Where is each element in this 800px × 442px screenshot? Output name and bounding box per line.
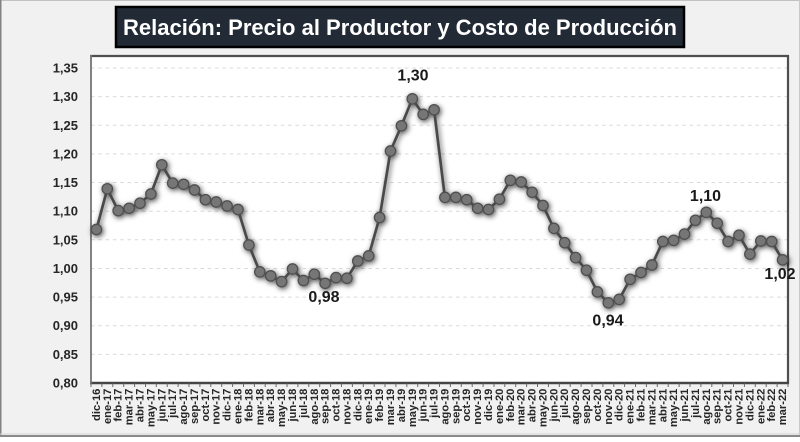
svg-text:1,35: 1,35 [53,61,78,76]
svg-text:ene-20: ene-20 [494,389,506,424]
svg-text:ene-21: ene-21 [625,389,637,424]
svg-text:may-20: may-20 [538,389,550,428]
svg-text:abr-19: abr-19 [396,389,408,423]
svg-text:ene-19: ene-19 [363,389,375,424]
svg-text:mar-17: mar-17 [124,389,136,426]
svg-text:dic-18: dic-18 [352,389,364,421]
svg-text:Relación: Precio al Productor: Relación: Precio al Productor y Costo de… [123,15,677,40]
svg-text:jun-19: jun-19 [418,389,430,423]
svg-text:nov-21: nov-21 [734,389,746,425]
svg-text:sep-19: sep-19 [450,389,462,424]
svg-text:feb-22: feb-22 [766,389,778,422]
svg-text:nov-18: nov-18 [341,389,353,425]
svg-text:1,25: 1,25 [53,118,78,133]
svg-text:1,10: 1,10 [690,188,721,205]
svg-text:1,05: 1,05 [53,232,78,247]
svg-text:feb-17: feb-17 [113,389,125,422]
svg-text:0,80: 0,80 [53,376,78,391]
svg-text:ago-19: ago-19 [439,389,451,425]
svg-text:1,10: 1,10 [53,204,78,219]
svg-text:ene-17: ene-17 [102,389,114,424]
svg-text:jun-21: jun-21 [679,389,691,423]
svg-text:dic-20: dic-20 [614,389,626,421]
svg-text:0,98: 0,98 [308,289,339,306]
svg-text:nov-19: nov-19 [472,389,484,425]
svg-text:abr-21: abr-21 [657,389,669,423]
svg-text:feb-20: feb-20 [505,389,517,422]
svg-text:mar-18: mar-18 [254,389,266,426]
svg-text:nov-17: nov-17 [211,389,223,425]
svg-text:dic-17: dic-17 [222,389,234,421]
svg-text:ene-18: ene-18 [233,389,245,424]
svg-text:feb-21: feb-21 [636,389,648,422]
svg-text:1,30: 1,30 [397,68,428,85]
svg-text:may-19: may-19 [407,389,419,428]
svg-text:0,95: 0,95 [53,290,78,305]
svg-text:ago-20: ago-20 [570,389,582,425]
svg-text:dic-21: dic-21 [744,389,756,421]
svg-text:mar-21: mar-21 [646,389,658,426]
svg-text:nov-20: nov-20 [603,389,615,425]
svg-text:jun-20: jun-20 [548,389,560,423]
svg-text:dic-16: dic-16 [91,389,103,421]
svg-text:1,20: 1,20 [53,146,78,161]
svg-text:jul-19: jul-19 [429,389,441,419]
svg-text:oct-20: oct-20 [592,389,604,422]
svg-text:sep-21: sep-21 [712,389,724,424]
svg-text:mar-20: mar-20 [516,389,528,426]
svg-text:may-18: may-18 [276,389,288,428]
svg-text:ago-18: ago-18 [309,389,321,425]
svg-text:1,15: 1,15 [53,175,78,190]
svg-text:abr-17: abr-17 [135,389,147,423]
svg-text:oct-21: oct-21 [723,389,735,422]
svg-text:may-21: may-21 [668,389,680,428]
svg-text:oct-18: oct-18 [331,389,343,422]
svg-text:abr-18: abr-18 [265,389,277,423]
svg-text:1,30: 1,30 [53,89,78,104]
svg-text:abr-20: abr-20 [527,389,539,423]
svg-text:0,94: 0,94 [592,313,623,330]
svg-text:jul-21: jul-21 [690,389,702,419]
svg-text:ene-22: ene-22 [755,389,767,424]
svg-text:1,00: 1,00 [53,261,78,276]
svg-text:0,85: 0,85 [53,347,78,362]
svg-text:sep-20: sep-20 [581,389,593,424]
svg-text:mar-19: mar-19 [385,389,397,426]
svg-text:sep-17: sep-17 [189,389,201,424]
svg-text:oct-17: oct-17 [200,389,212,422]
svg-text:jul-17: jul-17 [167,389,179,419]
svg-text:1,02: 1,02 [764,266,795,283]
svg-text:0,90: 0,90 [53,318,78,333]
svg-text:jun-18: jun-18 [287,389,299,423]
svg-text:sep-18: sep-18 [320,389,332,424]
svg-text:may-17: may-17 [145,389,157,428]
svg-text:ago-17: ago-17 [178,389,190,425]
svg-text:jul-18: jul-18 [298,389,310,419]
svg-text:jul-20: jul-20 [559,389,571,419]
svg-text:dic-19: dic-19 [483,389,495,421]
svg-text:ago-21: ago-21 [701,389,713,425]
svg-text:oct-19: oct-19 [461,389,473,422]
svg-text:feb-19: feb-19 [374,389,386,422]
svg-text:jun-17: jun-17 [156,389,168,423]
svg-text:feb-18: feb-18 [243,389,255,422]
svg-text:mar-22: mar-22 [777,389,789,426]
